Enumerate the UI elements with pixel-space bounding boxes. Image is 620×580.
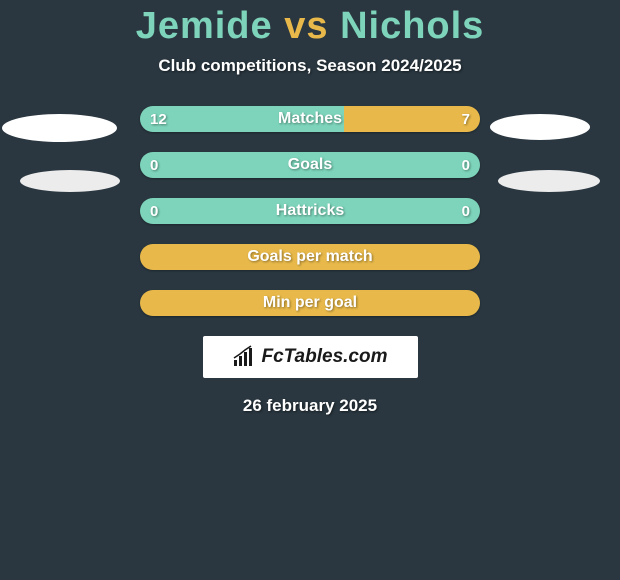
stat-label: Min per goal xyxy=(263,294,357,312)
avatar-placeholder-left-1 xyxy=(2,114,117,142)
stat-value-right: 7 xyxy=(440,111,470,128)
avatar-placeholder-right-1 xyxy=(490,114,590,140)
stat-label: Goals per match xyxy=(247,248,372,266)
player2-name: Nichols xyxy=(340,5,484,47)
logo-text: FcTables.com xyxy=(261,346,387,368)
main-container: Jemide vs Nichols Club competitions, Sea… xyxy=(0,0,620,416)
logo-content: FcTables.com xyxy=(232,345,387,369)
avatar-placeholder-left-2 xyxy=(20,170,120,192)
stat-value-left: 0 xyxy=(150,157,180,174)
date-text: 26 february 2025 xyxy=(0,396,620,416)
stat-row-goals-per-match: Goals per match xyxy=(140,244,480,270)
stat-value-left: 0 xyxy=(150,203,180,220)
avatar-placeholder-right-2 xyxy=(498,170,600,192)
page-title: Jemide vs Nichols xyxy=(0,5,620,48)
stat-row-hattricks: 0 Hattricks 0 xyxy=(140,198,480,224)
vs-text: vs xyxy=(284,5,328,47)
stat-label: Goals xyxy=(288,156,332,174)
stat-rows: 12 Matches 7 0 Goals 0 0 Hattricks 0 Goa… xyxy=(140,106,480,316)
stat-value-right: 0 xyxy=(440,203,470,220)
barchart-icon xyxy=(232,345,256,369)
stat-value-left: 12 xyxy=(150,111,180,128)
logo-box[interactable]: FcTables.com xyxy=(203,336,418,378)
player1-name: Jemide xyxy=(136,5,273,47)
stat-row-min-per-goal: Min per goal xyxy=(140,290,480,316)
stats-wrapper: 12 Matches 7 0 Goals 0 0 Hattricks 0 Goa… xyxy=(0,106,620,316)
stat-value-right: 0 xyxy=(440,157,470,174)
stat-label: Hattricks xyxy=(276,202,344,220)
stat-row-matches: 12 Matches 7 xyxy=(140,106,480,132)
stat-row-goals: 0 Goals 0 xyxy=(140,152,480,178)
stat-label: Matches xyxy=(278,110,342,128)
subtitle: Club competitions, Season 2024/2025 xyxy=(0,56,620,76)
